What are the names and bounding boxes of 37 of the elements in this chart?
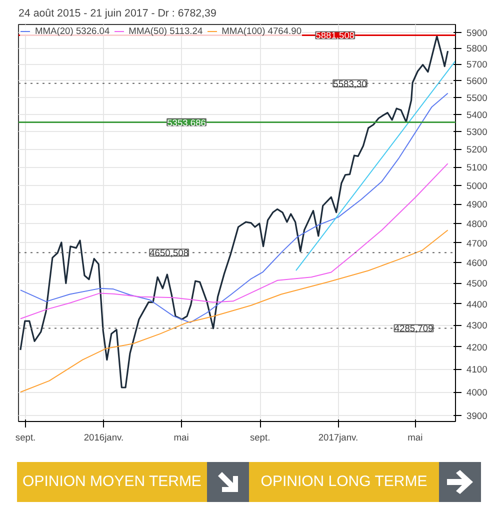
y-tick-label: 5200 (466, 144, 488, 155)
x-tick-label: 2017janv. (318, 432, 358, 442)
y-tick-label: 5900 (466, 28, 488, 38)
ref-line-label: 5353,686 (167, 118, 206, 128)
y-tick-label: 5000 (466, 181, 488, 192)
text: OPINION MOYEN TERME (17, 462, 207, 502)
y-tick-label: 5700 (466, 60, 488, 70)
y-tick-label: 4600 (466, 258, 488, 268)
y-tick-label: 5100 (466, 162, 488, 173)
legend-label: MMA(20) 5326.04 (35, 26, 110, 36)
x-tick-label: 2016janv. (84, 432, 124, 442)
y-tick-label: 4000 (466, 388, 488, 398)
x-tick-label: mai (408, 432, 423, 442)
y-tick-label: 4500 (466, 278, 488, 289)
x-tick-label: sept. (15, 432, 36, 442)
ref-line-label: 5583,30 (333, 78, 367, 89)
y-tick-label: 3900 (466, 411, 488, 422)
y-tick-label: 4200 (466, 342, 488, 352)
x-tick-label: mai (174, 432, 189, 442)
ref-line-label: 5881,508 (316, 30, 355, 41)
y-tick-label: 5300 (466, 127, 488, 138)
x-tick-label: sept. (250, 432, 270, 442)
y-tick-label: 5600 (466, 76, 488, 86)
y-tick-label: 4100 (466, 364, 488, 375)
y-tick-label: 5500 (466, 92, 488, 103)
y-tick-label: 5800 (466, 44, 488, 54)
ref-line-label: 4285,709 (394, 324, 434, 334)
y-tick-label: 4300 (466, 320, 488, 331)
y-tick-label: 4900 (466, 200, 488, 210)
y-tick-label: 5400 (466, 110, 488, 120)
legend-label: MMA(100) 4764.90 (222, 26, 302, 36)
y-tick-label: 4400 (466, 299, 488, 310)
chart-title: 24 août 2015 - 21 juin 2017 - Dr : 6782,39 (18, 8, 216, 20)
y-tick-label: 4800 (466, 218, 488, 229)
y-tick-label: 4700 (466, 238, 488, 248)
legend-label: MMA(50) 5113.24 (128, 26, 203, 36)
text: OPINION LONG TERME (249, 462, 439, 502)
